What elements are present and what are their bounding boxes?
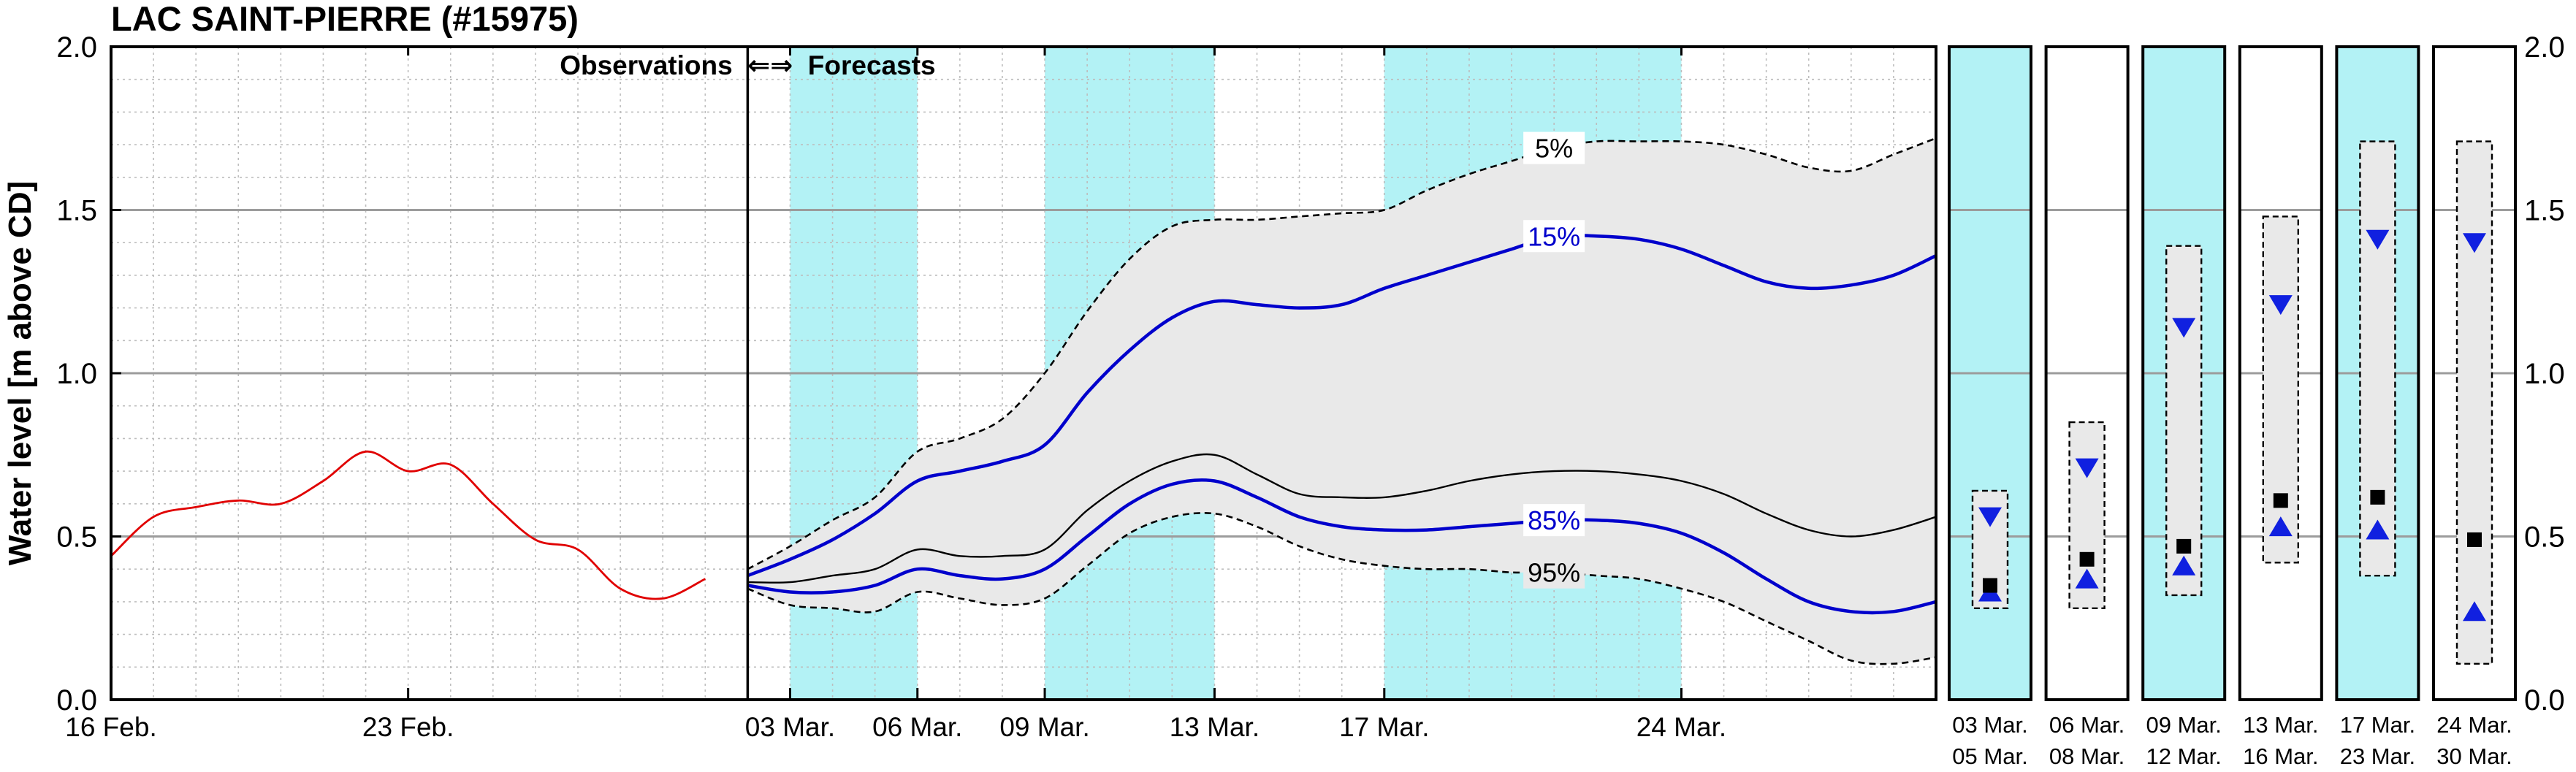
weekly-panel-label-top-3: 13 Mar.: [2243, 712, 2318, 738]
x-tick-label-1: 23 Feb.: [362, 712, 454, 742]
weekly-panel-frame-2: [2141, 45, 2227, 701]
weekly-panel-frame-0: [1948, 45, 2032, 701]
weekly-panel-label-bottom-1: 08 Mar.: [2049, 744, 2125, 768]
weekly-panel-lower-marker-1: [2075, 568, 2099, 589]
x-tick-label-6: 17 Mar.: [1339, 712, 1429, 742]
quantile-label-bg-0: [1523, 131, 1585, 164]
weekly-panel-frame-3: [2238, 45, 2323, 701]
weekly-panel-lower-marker-5: [2463, 601, 2486, 622]
x-tick-label-7: 24 Mar.: [1636, 712, 1726, 742]
observations-forecasts-label: Observations ⇐⇒ Forecasts: [560, 50, 935, 80]
weekly-panel-median-marker-0: [1983, 578, 1997, 593]
x-tick-label-5: 13 Mar.: [1170, 712, 1260, 742]
weekly-panel-label-bottom-0: 05 Mar.: [1952, 744, 2027, 768]
weekly-panel-range-box-5: [2455, 140, 2493, 665]
weekly-panel-label-bottom-2: 12 Mar.: [2146, 744, 2222, 768]
quantile-label-bg-3: [1523, 504, 1585, 537]
y-axis-label: Water level [m above CD]: [2, 181, 38, 566]
weekly-panel-range-box-2: [2165, 245, 2203, 597]
weekly-panel-label-top-2: 09 Mar.: [2146, 712, 2222, 738]
weekly-panel-label-bottom-5: 30 Mar.: [2436, 744, 2512, 768]
quantile-line-95pct: [747, 512, 1937, 665]
weekly-panel-label-top-1: 06 Mar.: [2049, 712, 2125, 738]
y-tick-label-left-3: 1.5: [56, 195, 97, 227]
weekly-panel-upper-marker-3: [2268, 295, 2293, 316]
weekly-panel-upper-marker-2: [2172, 318, 2196, 338]
y-tick-label-right-4: 2.0: [2524, 31, 2565, 64]
quantile-label-85pct: 85%: [1528, 505, 1580, 535]
weekly-panel-frame-5: [2432, 45, 2517, 701]
chart-title: LAC SAINT-PIERRE (#15975): [111, 0, 579, 38]
weekly-panel-label-bottom-3: 16 Mar.: [2243, 744, 2318, 768]
weekly-panel-median-marker-1: [2079, 551, 2095, 567]
weekly-panel-frame-1: [2044, 45, 2130, 701]
y-tick-label-left-1: 0.5: [56, 521, 97, 554]
observations-line: [110, 450, 706, 600]
y-tick-label-right-1: 0.5: [2524, 521, 2565, 554]
x-tick-label-4: 09 Mar.: [999, 712, 1089, 742]
y-tick-label-right-3: 1.5: [2524, 195, 2565, 227]
weekly-panel-upper-marker-4: [2366, 229, 2390, 250]
y-tick-label-right-0: 0.0: [2524, 684, 2565, 716]
weekly-panel-label-top-0: 03 Mar.: [1952, 712, 2027, 738]
quantile-line-85pct: [747, 478, 1937, 615]
x-tick-label-0: 16 Feb.: [65, 712, 156, 742]
quantile-label-bg-1: [1523, 220, 1585, 253]
quantile-label-5pct: 5%: [1535, 134, 1573, 164]
weekly-panel-median-marker-2: [2176, 538, 2192, 554]
weekly-panel-range-box-4: [2359, 140, 2396, 577]
y-tick-label-left-0: 0.0: [56, 684, 97, 716]
weekly-panel-upper-marker-1: [2075, 458, 2099, 478]
weekly-panel-lower-marker-3: [2268, 516, 2293, 537]
quantile-label-bg-4: [1523, 556, 1585, 589]
quantile-envelope: [747, 138, 1936, 665]
weekly-panel-range-box-3: [2262, 215, 2300, 564]
x-tick-label-2: 03 Mar.: [745, 712, 835, 742]
y-tick-label-left-4: 2.0: [56, 31, 97, 64]
weekly-panel-median-marker-3: [2273, 493, 2288, 508]
weekly-panel-frame-4: [2335, 45, 2420, 701]
quantile-label-95pct: 95%: [1528, 558, 1580, 588]
weekly-panel-label-bottom-4: 23 Mar.: [2340, 744, 2415, 768]
weekly-panel-lower-marker-2: [2172, 555, 2196, 576]
weekly-panel-median-marker-4: [2370, 489, 2385, 505]
quantile-line-15pct: [747, 233, 1937, 578]
weekly-panel-upper-marker-5: [2463, 233, 2486, 253]
quantile-label-15pct: 15%: [1528, 221, 1580, 251]
median-line: [747, 453, 1937, 584]
y-tick-label-right-2: 1.0: [2524, 358, 2565, 390]
x-tick-label-3: 06 Mar.: [872, 712, 962, 742]
weekly-panel-label-top-4: 17 Mar.: [2340, 712, 2415, 738]
weekly-panel-median-marker-5: [2467, 532, 2482, 547]
weekly-panel-label-top-5: 24 Mar.: [2436, 712, 2512, 738]
weekly-panel-upper-marker-0: [1978, 507, 2002, 527]
weekly-panel-lower-marker-4: [2366, 519, 2390, 540]
y-tick-label-left-2: 1.0: [56, 358, 97, 390]
